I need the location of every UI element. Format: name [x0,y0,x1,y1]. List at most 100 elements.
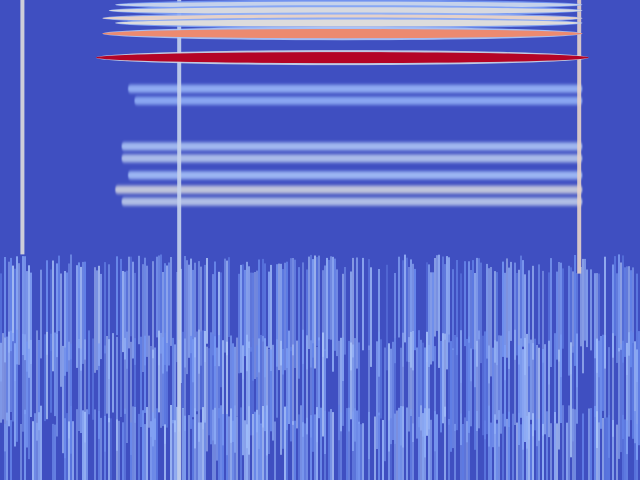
noise-streak [22,334,24,432]
noise-streak [68,421,70,480]
noise-streak [450,341,452,452]
noise-streak [482,336,484,436]
noise-streak [326,258,328,358]
noise-streak [502,414,504,480]
noise-streak [432,272,434,361]
noise-streak [576,334,578,424]
noise-streak [558,350,560,450]
noise-streak [82,410,84,480]
noise-streak [526,416,528,480]
noise-streak [442,257,444,342]
noise-streak [456,337,458,430]
noise-streak [556,272,558,360]
noise-streak [536,419,538,480]
noise-streak [506,419,508,480]
noise-streak [240,407,242,480]
noise-streak [496,424,498,480]
noise-streak [76,265,78,368]
noise-streak [464,417,466,480]
noise-streak [244,270,246,356]
noise-streak [24,410,26,480]
noise-streak [620,344,622,452]
noise-streak [468,411,470,480]
noise-streak [30,340,32,417]
noise-streak [120,259,122,340]
noise-streak [522,260,524,347]
noise-streak [318,337,320,418]
noise-streak [250,273,252,352]
noise-streak [472,260,474,349]
noise-streak [12,333,14,422]
noise-streak [602,335,604,411]
noise-streak [220,405,222,480]
noise-streak [530,340,532,420]
noise-streak [436,414,438,480]
noise-streak [612,420,614,480]
noise-streak [444,264,446,340]
noise-streak [614,256,616,336]
noise-streak [580,267,582,346]
noise-streak [574,409,576,480]
noise-streak [300,405,302,480]
noise-streak [572,271,574,352]
noise-streak [0,343,2,423]
noise-streak [486,330,488,434]
noise-streak [298,414,300,480]
noise-streak [632,267,634,343]
noise-streak [414,269,416,350]
noise-streak [312,343,314,452]
noise-streak [142,264,144,372]
noise-streak [462,424,464,480]
noise-streak [562,268,564,348]
noise-streak [590,269,592,350]
noise-streak [184,416,186,480]
noise-streak [630,331,632,420]
noise-streak [352,412,354,480]
noise-streak [560,335,562,424]
noise-streak [290,347,292,441]
noise-streak [210,332,212,444]
noise-streak [434,411,436,480]
noise-streak [600,336,602,429]
noise-streak [460,414,462,480]
noise-streak [520,256,522,340]
noise-streak [442,333,444,423]
noise-streak [410,409,412,480]
noise-streak [174,344,176,432]
noise-streak [332,412,334,480]
noise-streak [6,337,8,421]
noise-streak [142,410,144,480]
noise-streak [618,254,620,351]
noise-streak [406,258,408,362]
noise-streak [10,331,12,412]
noise-streak [162,337,164,426]
noise-streak [272,345,274,441]
noise-streak [420,405,422,480]
noise-streak [510,262,512,341]
noise-streak [204,420,206,480]
noise-streak [186,260,188,374]
noise-streak [568,405,570,480]
noise-streak [66,273,68,372]
noise-streak [268,349,270,454]
noise-streak [608,415,610,480]
noise-streak [586,270,588,348]
noise-streak [316,407,318,480]
noise-streak [140,337,142,427]
noise-streak [282,349,284,449]
noise-streak [124,338,126,414]
noise-streak [122,271,124,352]
noise-streak [32,421,34,480]
noise-streak [382,420,384,480]
noise-streak [192,339,194,417]
noise-streak [182,332,184,409]
noise-streak [446,256,448,369]
noise-streak [398,257,400,338]
noise-streak [146,266,148,357]
noise-streak [322,333,324,437]
noise-streak [24,334,26,414]
noise-streak [152,412,154,480]
noise-streak [506,258,508,357]
noise-streak [582,259,584,373]
noise-streak [520,338,522,417]
